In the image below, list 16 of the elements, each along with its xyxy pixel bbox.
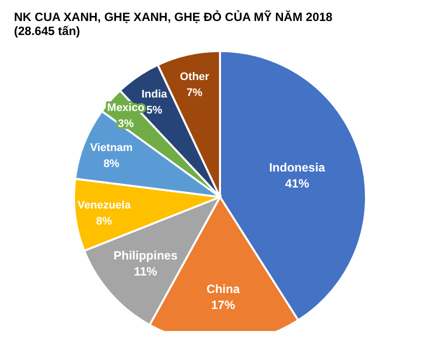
data-label: 8% (96, 216, 112, 228)
chart-title: NK CUA XANH, GHẸ XANH, GHẸ ĐỎ CỦA MỸ NĂM 2018 (14, 10, 332, 24)
data-label: 17% (211, 298, 236, 312)
data-label: 8% (103, 158, 120, 170)
slice-label: India (142, 88, 168, 100)
chart-subtitle: (28.645 tấn) (14, 24, 82, 38)
slice-label: Philippines (114, 248, 178, 263)
data-label: 5% (146, 104, 163, 116)
data-label: 41% (285, 176, 310, 191)
data-label: 7% (186, 87, 203, 100)
slice-label: Indonesia (269, 160, 326, 175)
data-label: 11% (134, 264, 158, 279)
slice-label: Venezuela (78, 200, 132, 212)
slice-label: China (206, 282, 240, 296)
slice-label: Vietnam (90, 142, 133, 154)
slice-label: Other (180, 71, 210, 84)
